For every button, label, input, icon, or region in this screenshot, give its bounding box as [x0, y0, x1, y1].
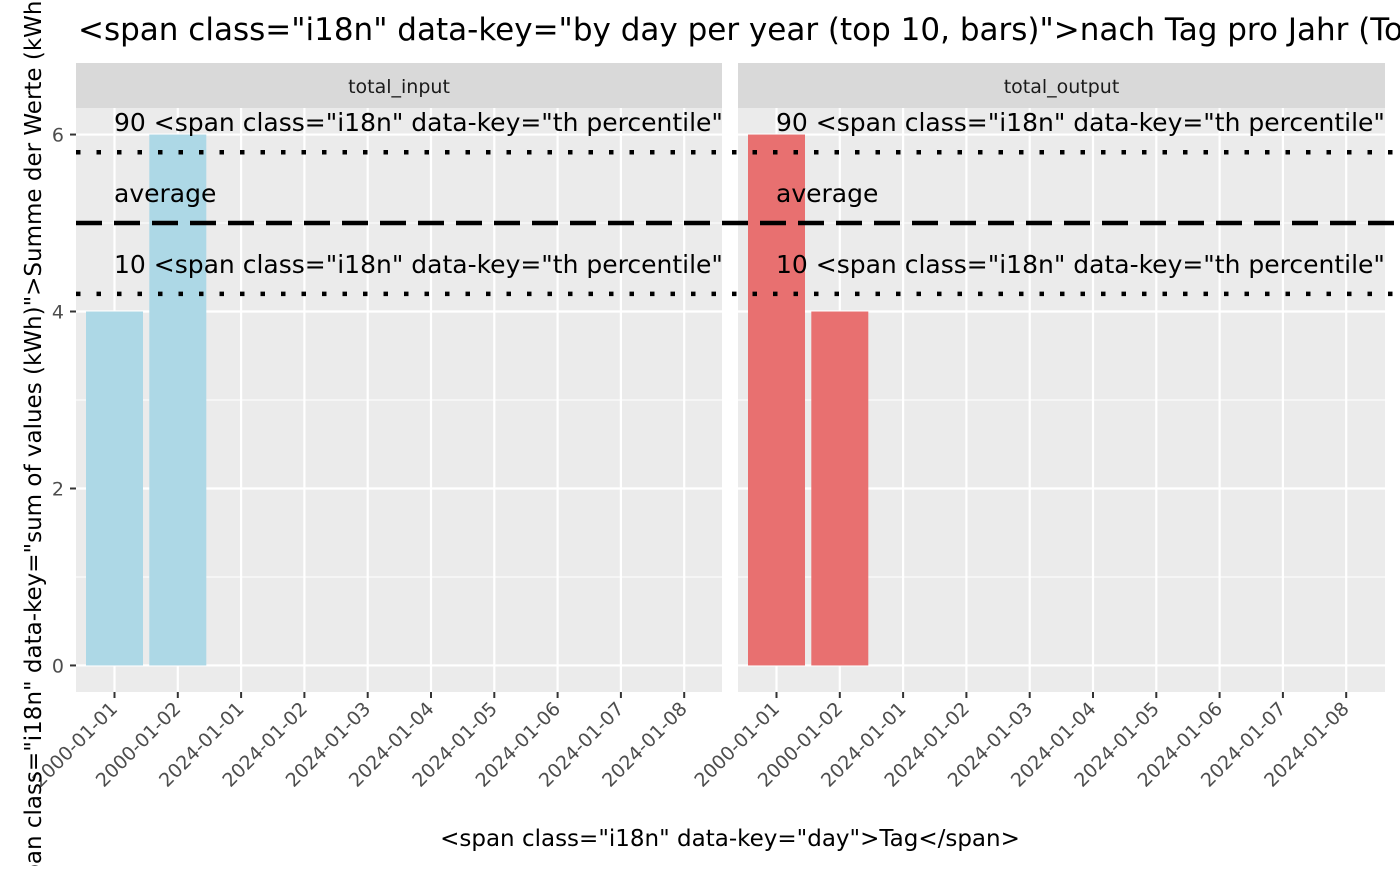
reference-line-label: 90 <span class="i18n" data-key="th perce…	[776, 108, 1400, 137]
bar	[811, 311, 869, 666]
y-axis-label: <span class="i18n" data-key="sum of valu…	[21, 0, 47, 866]
reference-labels: 90 <span class="i18n" data-key="th perce…	[114, 108, 978, 279]
facet-strip	[738, 63, 1385, 108]
facet-panel-total_output: total_output2000-01-012000-01-022024-01-…	[690, 63, 1400, 792]
y-tick-label: 2	[52, 478, 64, 500]
reference-line-label: average	[776, 179, 878, 208]
chart-title: <span class="i18n" data-key="by day per …	[78, 12, 1400, 48]
x-axis-label: <span class="i18n" data-key="day">Tag</s…	[440, 826, 1020, 852]
facet-strip-label: total_output	[1004, 76, 1120, 98]
reference-labels: 90 <span class="i18n" data-key="th perce…	[776, 108, 1400, 279]
bar	[748, 134, 805, 666]
y-tick-label: 6	[52, 125, 64, 147]
facet-strip	[76, 63, 722, 108]
reference-line-label: 90 <span class="i18n" data-key="th perce…	[114, 108, 978, 137]
bar	[86, 311, 143, 666]
reference-line-label: 10 <span class="i18n" data-key="th perce…	[114, 250, 978, 279]
facet-strip-label: total_input	[348, 76, 450, 98]
y-tick-label: 0	[52, 655, 64, 677]
bar	[149, 134, 207, 666]
reference-line-label: 10 <span class="i18n" data-key="th perce…	[776, 250, 1400, 279]
reference-line-label: average	[114, 179, 216, 208]
y-tick-label: 4	[52, 302, 64, 324]
